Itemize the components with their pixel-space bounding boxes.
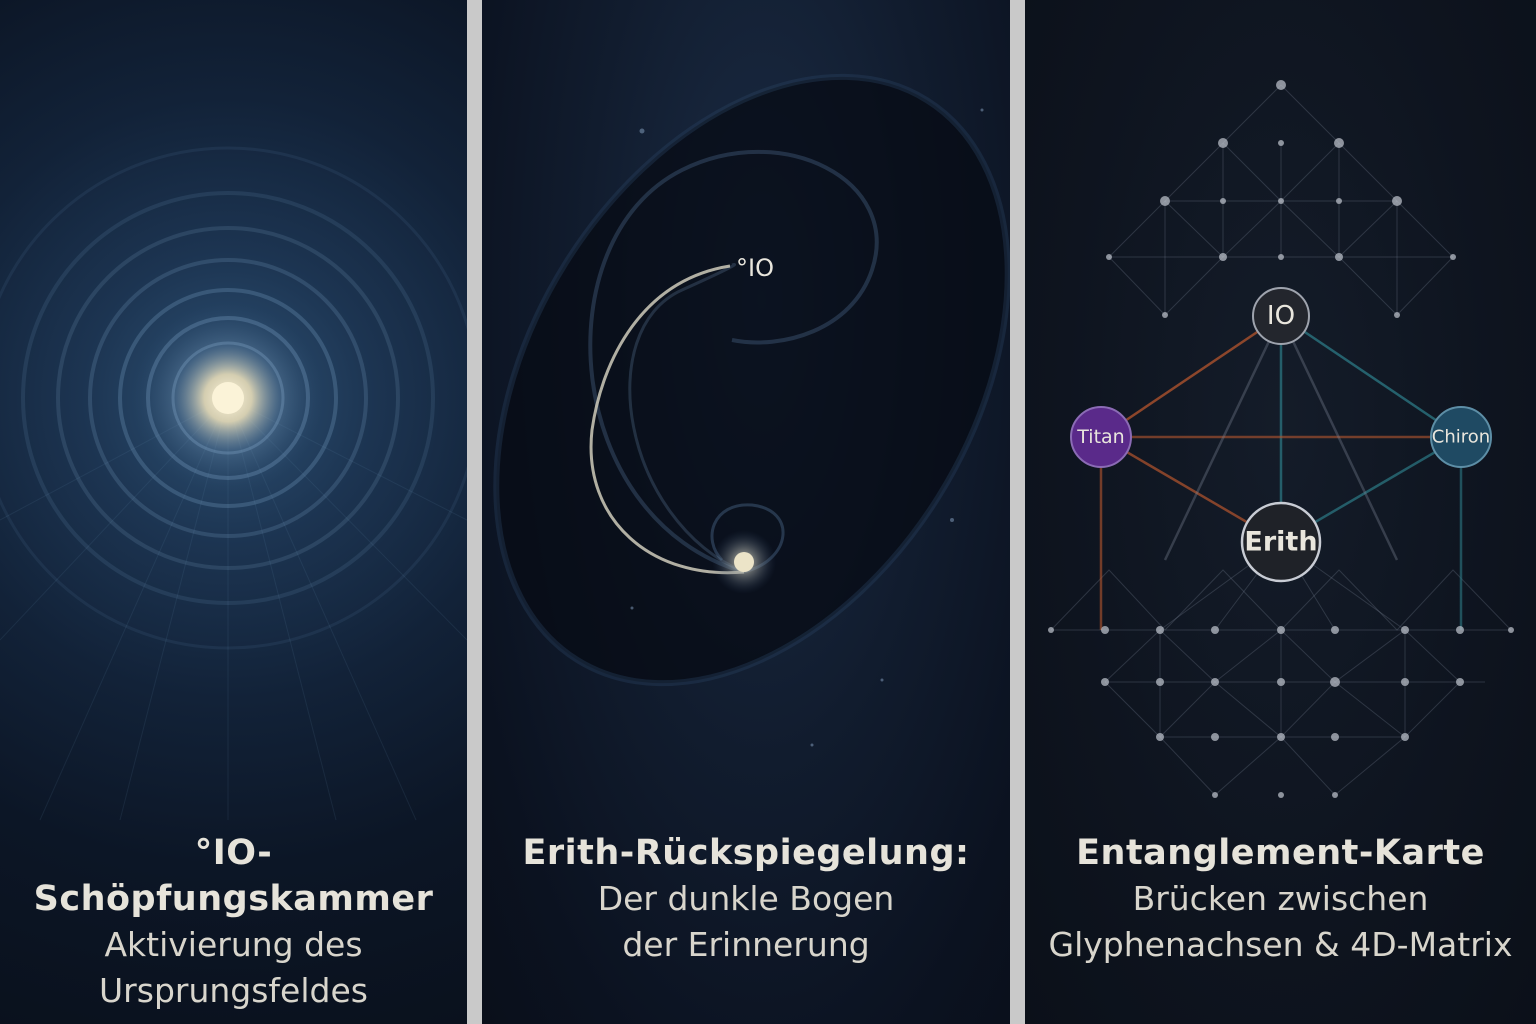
io-marker-label: °IO [736,254,774,282]
erith-node-icon [1240,501,1322,583]
panel-creation-chamber: °IO-Schöpfungskammer Aktivierung des Urs… [0,0,467,1024]
chiron-node-label: Chiron [1431,426,1491,448]
chiron-node-icon [1430,406,1492,468]
io-node-icon [1252,287,1310,345]
caption-line-1: Brücken zwischen [1132,879,1429,918]
caption-line-1: Der dunkle Bogen [597,879,895,918]
caption-panel-3: Entanglement-Karte Brücken zwischen Glyp… [1025,830,1536,968]
caption-panel-2: Erith-Rückspiegelung: Der dunkle Bogen d… [482,830,1010,968]
caption-line-1: Aktivierung des [104,925,363,964]
erith-node-label: Erith [1244,526,1318,558]
entanglement-network-graphic [1048,80,1514,798]
titan-node-icon [1070,406,1132,468]
caption-line-2: der Erinnerung [622,925,870,964]
spiral-arc-graphic [493,73,1010,747]
panel-dark-arc: °IO Erith-Rückspiegelung: Der dunkle Bog… [482,0,1010,1024]
caption-panel-1: °IO-Schöpfungskammer Aktivierung des Urs… [0,830,467,1014]
caption-title: Entanglement-Karte [1076,833,1485,873]
radiant-rings-graphic [0,146,467,821]
caption-line-2: Glyphenachsen & 4D-Matrix [1048,925,1513,964]
caption-line-2: Ursprungsfeldes [99,971,368,1010]
panel-entanglement-map: IO Titan Chiron Erith Entanglement-Karte… [1025,0,1536,1024]
caption-title: Erith-Rückspiegelung: [522,833,970,873]
titan-node-label: Titan [1077,426,1125,448]
memory-point-icon [734,552,754,572]
io-node-label: IO [1266,301,1296,331]
caption-title: °IO-Schöpfungskammer [33,833,434,919]
